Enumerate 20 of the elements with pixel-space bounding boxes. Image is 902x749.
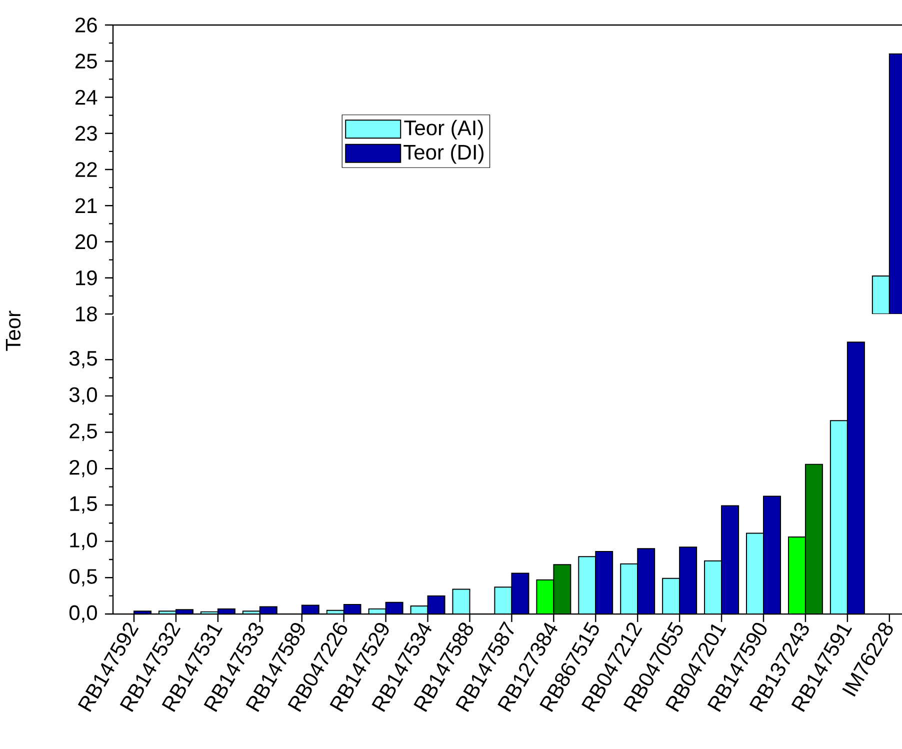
y-tick-label: 1,5 bbox=[70, 496, 97, 514]
legend-label: Teor (AI) bbox=[404, 120, 483, 140]
y-tick-label: 24 bbox=[76, 90, 98, 105]
y-tick-label: 23 bbox=[76, 126, 97, 141]
y-axis-title: Teor bbox=[6, 310, 21, 351]
y-tick-label: 0,0 bbox=[69, 605, 97, 623]
y-tick-label: 1,0 bbox=[70, 532, 97, 550]
y-tick-label: 3,0 bbox=[69, 387, 97, 405]
y-tick-label: 2,0 bbox=[70, 460, 97, 478]
y-tick-label: 26 bbox=[76, 18, 97, 32]
y-tick-label: 20 bbox=[76, 234, 97, 250]
y-tick-label: 0,5 bbox=[69, 568, 97, 586]
y-tick-label: 3,5 bbox=[69, 350, 97, 368]
y-tick-label: 25 bbox=[76, 54, 97, 69]
y-tick-label: 2,5 bbox=[70, 424, 97, 441]
y-tick-label: 21 bbox=[76, 198, 97, 213]
y-tick-label: 22 bbox=[76, 162, 97, 177]
y-tick-label: 18 bbox=[76, 306, 97, 322]
y-tick-label: 19 bbox=[76, 270, 97, 286]
legend-label: Teor (DI) bbox=[404, 144, 484, 164]
